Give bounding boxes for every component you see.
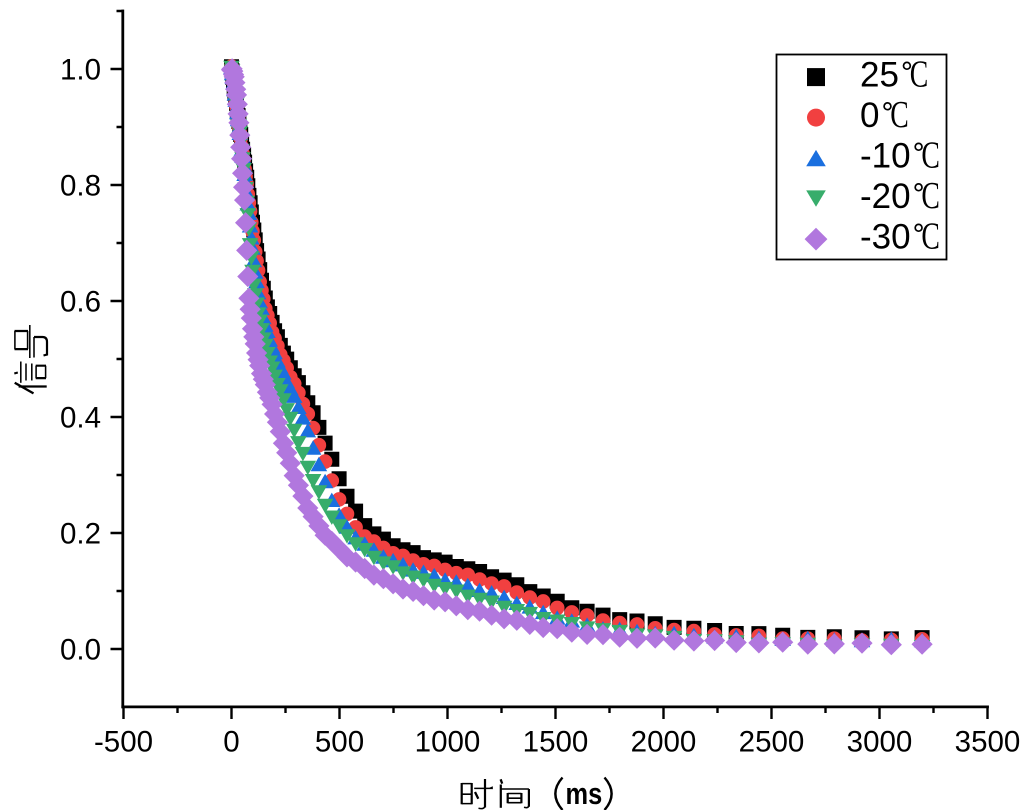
svg-text:0.0: 0.0 [60,634,101,667]
svg-text:C: C [910,54,929,96]
svg-text:-500: -500 [94,726,153,759]
svg-text:1000: 1000 [415,726,481,759]
svg-text:C: C [921,175,940,217]
svg-text:0: 0 [860,96,879,135]
svg-text:3000: 3000 [847,726,913,759]
svg-text:C: C [921,216,940,258]
svg-text:0.2: 0.2 [60,518,101,551]
svg-text:1.0: 1.0 [60,54,101,87]
svg-text:2500: 2500 [739,726,805,759]
svg-text:0.8: 0.8 [60,170,101,203]
svg-text:-30: -30 [860,218,911,257]
svg-text:25: 25 [860,56,899,95]
svg-text:0.6: 0.6 [60,286,101,319]
svg-text:2000: 2000 [631,726,697,759]
svg-text:0: 0 [223,726,239,759]
svg-text:-20: -20 [860,177,911,216]
svg-text:3500: 3500 [955,726,1021,759]
svg-text:500: 500 [315,726,364,759]
svg-text:C: C [921,135,940,177]
svg-text:C: C [890,94,909,136]
svg-text:-10: -10 [860,137,911,176]
svg-text:1500: 1500 [523,726,589,759]
svg-text:0.4: 0.4 [60,402,101,435]
svg-text:ms: ms [566,777,603,810]
